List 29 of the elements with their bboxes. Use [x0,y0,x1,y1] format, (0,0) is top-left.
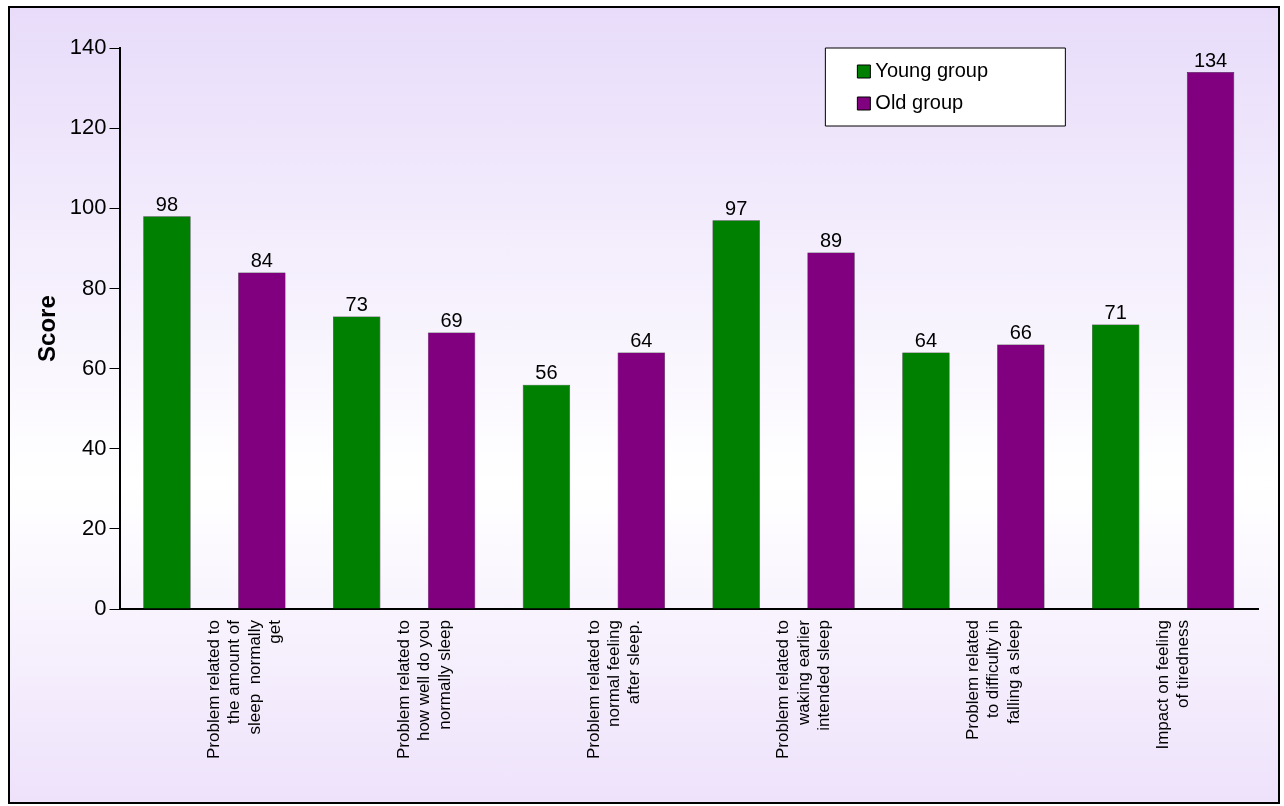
legend-label: Old group [875,90,964,113]
data-label: 98 [155,192,179,215]
x-tick-label: Problem related to waking earlier intended sleep [773,619,834,759]
data-label: 64 [914,329,938,352]
y-tick-label: 60 [82,354,107,380]
y-axis-title: Score [33,295,61,362]
x-tick-label: Impact on feeling of tiredness [1152,620,1193,750]
y-tick-label: 80 [82,274,107,300]
data-label: 89 [819,228,843,251]
data-label: 69 [440,309,463,332]
data-label: 134 [1193,48,1228,71]
legend-label: Young group [875,58,989,81]
y-tick-label: 0 [94,595,107,621]
data-label: 97 [725,196,748,219]
data-label: 84 [250,248,273,271]
data-label: 66 [1009,321,1032,344]
y-tick-label: 20 [82,515,107,540]
y-tick-label: 100 [69,194,107,220]
data-label: 71 [1104,301,1127,324]
x-tick-label: Problem related to how well do you normally sleep [393,620,454,759]
x-tick-label: Problem related to the amount of sleep normally get [204,619,285,759]
y-tick-label: 120 [69,114,107,140]
data-label: 73 [345,293,368,316]
x-tick-label: Problem related to difficulty in falling a sleep [963,620,1023,741]
data-label: 64 [630,329,653,352]
x-tick-label: Problem related to normal feeling after sleep. [583,620,644,759]
data-label: 56 [535,361,558,384]
y-tick-label: 140 [69,34,107,60]
y-tick-label: 40 [82,434,107,460]
